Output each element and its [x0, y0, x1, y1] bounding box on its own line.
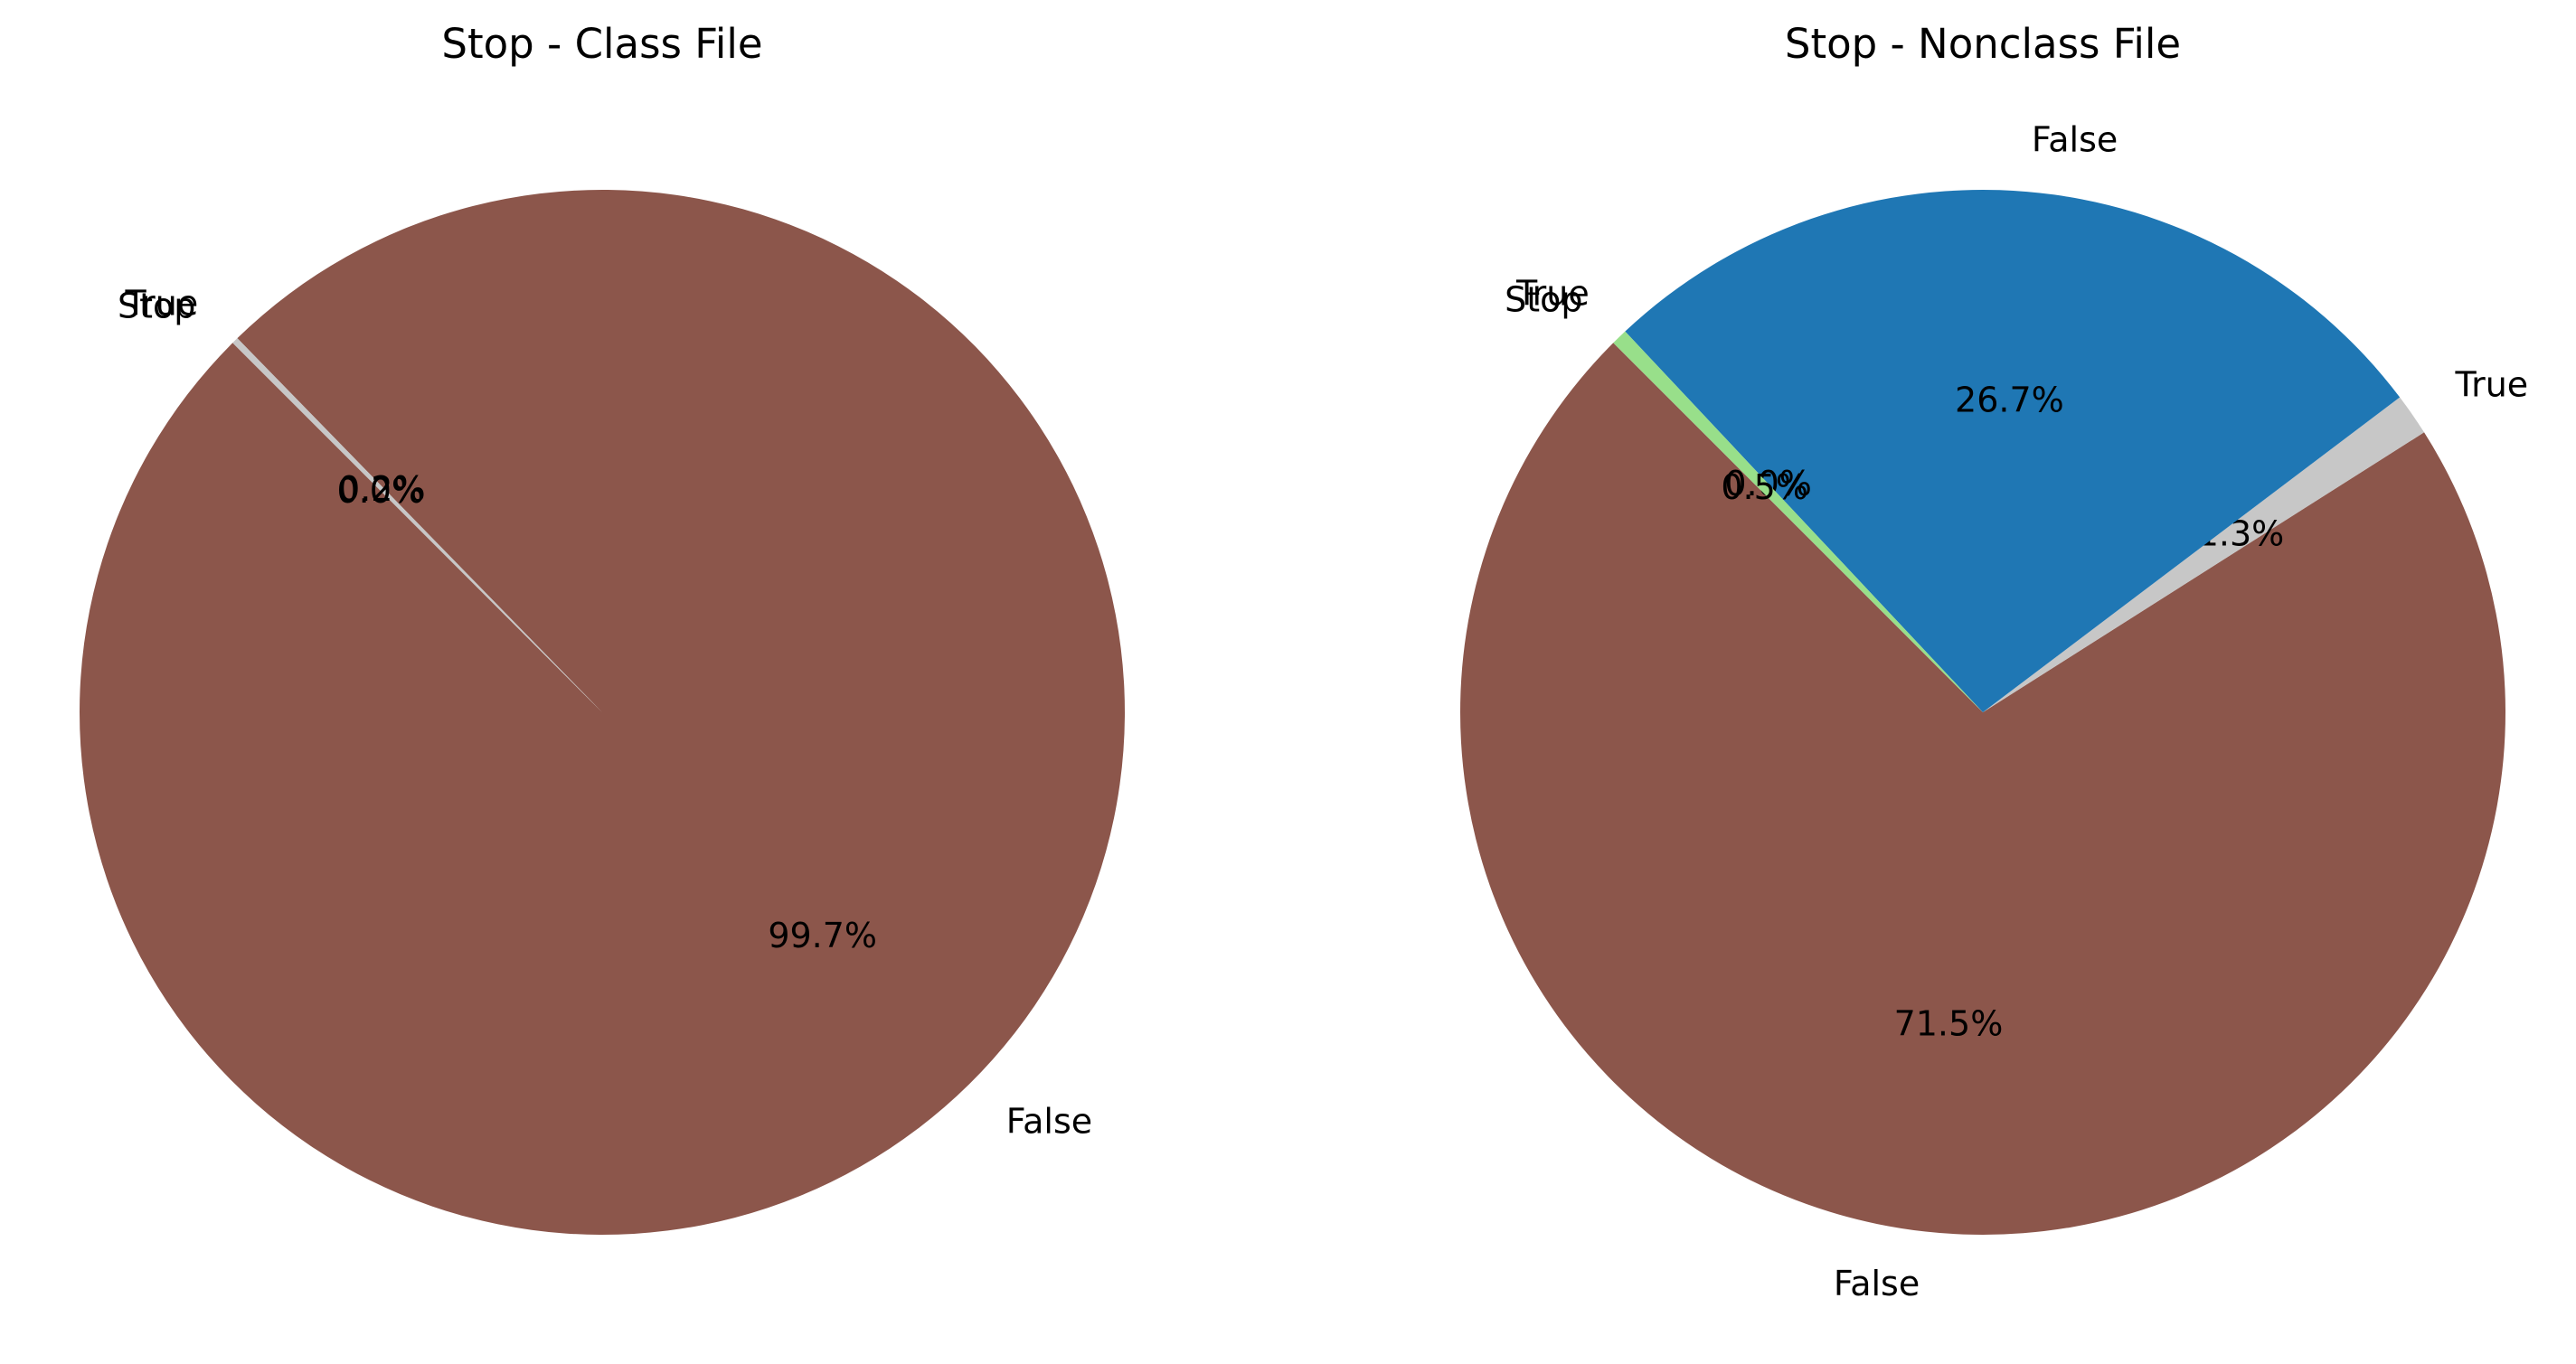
slice-label-false-0: False — [1834, 1264, 1920, 1303]
slice-percent-label-4: 0.5% — [1721, 467, 1808, 507]
slice-label-true-1: True — [125, 284, 199, 324]
pie-slice-true-1 — [232, 338, 602, 712]
slice-label-true-1: True — [2454, 365, 2528, 405]
pie-chart-nonclass-file: False71.5%True1.3%False26.7%True0.0%Stop… — [1460, 119, 2528, 1303]
pie-slice-true-1 — [1983, 397, 2425, 712]
slice-label-true-3: True — [1515, 274, 1590, 314]
pie-slice-stop-4 — [1613, 331, 1983, 712]
slice-percent-label-0: 99.7% — [768, 916, 877, 955]
slice-percent-label-1: 0.2% — [338, 469, 426, 509]
pie-slice-false-0 — [1460, 343, 2506, 1235]
slice-label-false-0: False — [1006, 1101, 1092, 1141]
slice-percent-label-2: 0.0% — [337, 471, 425, 511]
slice-label-stop-4: Stop — [1505, 279, 1582, 319]
slice-label-false-2: False — [2032, 119, 2118, 159]
slice-percent-label-0: 71.5% — [1894, 1004, 2004, 1044]
pie-slice-false-2 — [1625, 189, 2401, 712]
pie-chart-class-file: False 99.7% True 0.2% Stop 0.0% — [79, 190, 1125, 1236]
slice-percent-label-2: 26.7% — [1955, 380, 2064, 419]
chart-title-nonclass-file: Stop - Nonclass File — [1785, 20, 2181, 68]
pie-slice-false-0 — [79, 190, 1125, 1236]
slice-label-stop-2: Stop — [118, 286, 195, 325]
chart-title-class-file: Stop - Class File — [441, 20, 762, 68]
